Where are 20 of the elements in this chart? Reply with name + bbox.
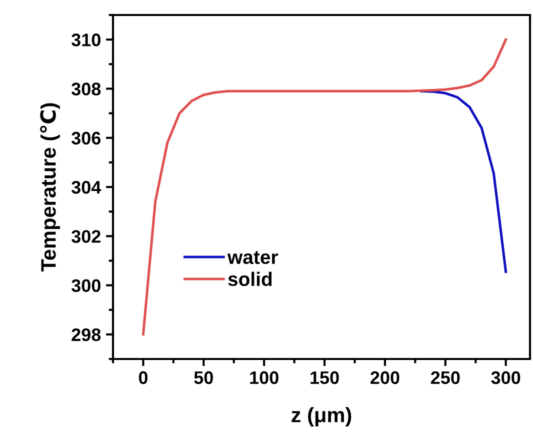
y-tick-label: 310 (71, 34, 100, 46)
y-axis-title: Temperature (℃) (40, 103, 60, 272)
legend-label: solid (228, 272, 272, 286)
x-tick-label: 300 (491, 371, 520, 384)
x-tick-label: 250 (430, 371, 460, 384)
x-tick-label: 100 (250, 371, 278, 384)
x-tick-label: 50 (194, 371, 213, 384)
y-tick-label: 304 (71, 180, 102, 194)
y-tick-label: 308 (71, 82, 101, 96)
y-tick-label: 306 (71, 132, 101, 145)
line-series (142, 38, 508, 336)
x-axis-title: z (μm) (292, 407, 352, 426)
y-tick-label: 298 (72, 328, 101, 342)
x-tick-label: 200 (370, 371, 400, 384)
legend-label: water (227, 251, 278, 264)
y-tick-label: 302 (71, 230, 100, 243)
x-tick-label: 0 (138, 371, 148, 384)
x-tick-label: 150 (310, 371, 339, 384)
line-series (420, 90, 508, 274)
y-tick-label: 300 (71, 279, 100, 292)
